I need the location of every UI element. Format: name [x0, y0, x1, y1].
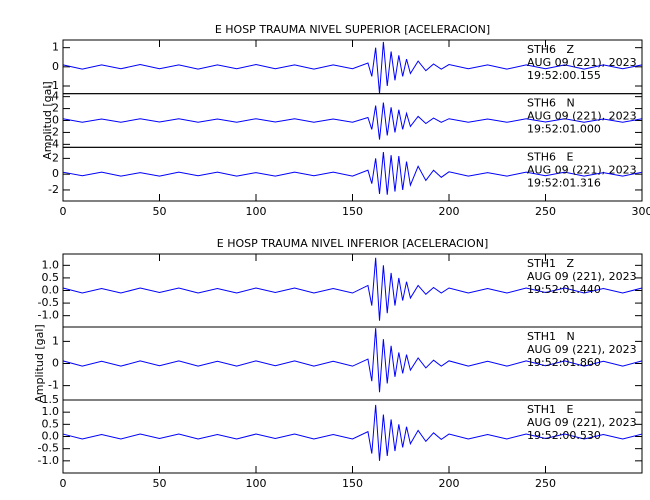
date-label: AUG 09 (221), 2023	[527, 56, 637, 69]
date-label: AUG 09 (221), 2023	[527, 416, 637, 429]
y-tick-label: 1	[52, 334, 59, 347]
y-tick-label: 0	[52, 60, 59, 73]
station-label: STH6 Z	[527, 43, 574, 56]
x-tick-label: 250	[535, 205, 556, 218]
time-label: 19:52:00.155	[527, 69, 601, 82]
x-tick-label: 50	[153, 205, 167, 218]
y-tick-label: 0.5	[42, 271, 60, 284]
y-tick-label: 0	[52, 357, 59, 370]
waveform	[62, 328, 643, 393]
time-label: 19:52:00.530	[527, 429, 601, 442]
y-tick-label: 0	[52, 114, 59, 127]
x-tick-label: 150	[342, 477, 363, 490]
time-label: 19:52:01.440	[527, 283, 601, 296]
y-tick-label: 1.5	[42, 393, 60, 406]
waveform	[62, 257, 643, 321]
y-tick-label: 2	[52, 102, 59, 115]
time-label: 19:52:01.316	[527, 176, 601, 189]
x-tick-label: 0	[60, 477, 67, 490]
station-label: STH1 N	[527, 330, 575, 343]
y-tick-label: 4	[52, 90, 59, 103]
y-axis-label: Amplitud [gal]	[33, 324, 46, 402]
date-label: AUG 09 (221), 2023	[527, 110, 637, 123]
time-label: 19:52:01.000	[527, 123, 601, 136]
station-label: STH1 Z	[527, 257, 574, 270]
waveform	[62, 404, 643, 461]
y-tick-label: 0.5	[42, 417, 60, 430]
y-tick-label: -4	[48, 137, 59, 150]
x-tick-label: 100	[246, 477, 267, 490]
waveform	[62, 102, 643, 140]
y-tick-label: -2	[48, 183, 59, 196]
y-axis-label: Amplitud [gal]	[41, 81, 54, 159]
x-tick-label: 200	[439, 477, 460, 490]
y-tick-label: 2	[52, 151, 59, 164]
date-label: AUG 09 (221), 2023	[527, 270, 637, 283]
y-tick-label: 0.0	[42, 284, 60, 297]
x-tick-label: 50	[153, 477, 167, 490]
y-tick-label: 1.0	[42, 258, 60, 271]
waveform	[62, 41, 643, 94]
x-tick-label: 100	[246, 205, 267, 218]
y-tick-label: 1	[52, 41, 59, 54]
y-tick-label: -0.5	[38, 296, 59, 309]
time-label: 19:52:01.860	[527, 356, 601, 369]
station-label: STH1 E	[527, 403, 573, 416]
waveform	[62, 152, 643, 195]
chart-title: E HOSP TRAUMA NIVEL INFERIOR [ACELERACIO…	[217, 237, 488, 250]
station-label: STH6 E	[527, 150, 573, 163]
station-label: STH6 N	[527, 97, 575, 110]
y-tick-label: 0.0	[42, 430, 60, 443]
y-tick-label: -1	[48, 379, 59, 392]
x-tick-label: 0	[60, 205, 67, 218]
date-label: AUG 09 (221), 2023	[527, 343, 637, 356]
y-tick-label: 1.0	[42, 405, 60, 418]
y-tick-label: 0	[52, 167, 59, 180]
y-tick-label: -1	[48, 79, 59, 92]
x-tick-label: 250	[535, 477, 556, 490]
x-tick-label: 150	[342, 205, 363, 218]
y-tick-label: -1.0	[38, 454, 59, 467]
chart-title: E HOSP TRAUMA NIVEL SUPERIOR [ACELERACIO…	[215, 23, 490, 36]
y-tick-label: -1.0	[38, 309, 59, 322]
y-tick-label: -2	[48, 125, 59, 138]
date-label: AUG 09 (221), 2023	[527, 163, 637, 176]
x-tick-label: 200	[439, 205, 460, 218]
x-tick-label: 300	[632, 205, 650, 218]
y-tick-label: -0.5	[38, 442, 59, 455]
